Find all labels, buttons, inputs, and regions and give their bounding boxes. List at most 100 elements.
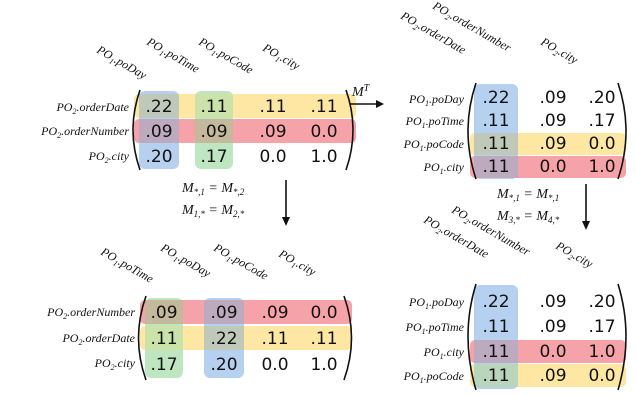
left-paren bbox=[137, 295, 147, 381]
swap-rows-label: M1,* = M2,* bbox=[181, 203, 245, 219]
matrix-cell: .09 bbox=[539, 317, 566, 337]
row-label: PO1.city bbox=[423, 345, 465, 361]
matrix-cell: 1.0 bbox=[310, 355, 337, 375]
matrix-cell: .09 bbox=[150, 303, 177, 323]
row-label: PO2.city bbox=[88, 149, 130, 165]
matrix-cell: 0.0 bbox=[259, 147, 286, 167]
highlight-col-orderdate bbox=[474, 84, 518, 179]
matrix-cell: 0.0 bbox=[588, 134, 615, 154]
overlap-tint bbox=[474, 340, 518, 363]
row-label: PO2.orderDate bbox=[55, 100, 129, 116]
matrix-cell: .17 bbox=[150, 355, 177, 375]
matrix-cell: .11 bbox=[482, 111, 509, 131]
overlap-tint bbox=[145, 300, 183, 324]
overlap-tint bbox=[195, 119, 233, 143]
left-paren bbox=[467, 82, 477, 180]
right-paren bbox=[345, 89, 354, 171]
row-label: PO1.poCode bbox=[403, 137, 465, 153]
matrix-cell: 0.0 bbox=[310, 122, 337, 142]
matrix-cell: .09 bbox=[259, 122, 286, 142]
matrix-cell: .11 bbox=[482, 157, 509, 177]
overlap-tint bbox=[139, 119, 179, 143]
matrix-cell: 0.0 bbox=[539, 157, 566, 177]
col-label: PO2.city bbox=[552, 238, 596, 273]
overlap-tint bbox=[474, 364, 518, 387]
matrix-cell: 1.0 bbox=[588, 157, 615, 177]
row-label: PO2.city bbox=[94, 356, 136, 372]
matrix-cell: 0.0 bbox=[261, 355, 288, 375]
row-label: PO2.orderNumber bbox=[40, 124, 129, 140]
swap-rows-label: M3,* = M4,* bbox=[496, 209, 560, 225]
transpose-operation: MT bbox=[350, 83, 384, 108]
matrix-cell: .11 bbox=[482, 342, 509, 362]
overlap-tint bbox=[145, 326, 183, 350]
swap-columns-label: M*,1 = M*,1 bbox=[496, 187, 559, 203]
overlap-tint bbox=[474, 133, 518, 155]
matrix-cell: .22 bbox=[482, 88, 509, 108]
matrix-bottom-left: PO1.poTime PO1.poDay PO1.poCode PO1.city… bbox=[46, 240, 353, 381]
col-label: PO1.city bbox=[259, 40, 303, 75]
col-label: PO1.poCode bbox=[195, 34, 257, 79]
swap-columns-label: M*,1 = M*,2 bbox=[181, 181, 245, 197]
matrix-cell: .17 bbox=[588, 111, 615, 131]
col-label: PO1.poTime bbox=[143, 34, 203, 78]
highlight-row-orderdate bbox=[140, 326, 352, 350]
row-label: PO1.poDay bbox=[408, 295, 465, 311]
highlight-row-ordernumber bbox=[140, 300, 352, 324]
col-label: PO1.poCode bbox=[210, 240, 272, 285]
matrix-cell: .20 bbox=[210, 355, 237, 375]
highlight-row-ordernumber bbox=[134, 119, 356, 143]
right-swap-operation: M*,1 = M*,1 M3,* = M4,* bbox=[496, 184, 590, 230]
right-paren bbox=[617, 283, 627, 391]
matrix-cell: .09 bbox=[200, 122, 227, 142]
matrix-cell: .11 bbox=[482, 366, 509, 386]
matrix-cell: 0.0 bbox=[539, 342, 566, 362]
highlight-row-orderdate bbox=[134, 94, 356, 118]
col-label: PO1.city bbox=[275, 246, 319, 281]
left-swap-operation: M*,1 = M*,2 M1,* = M2,* bbox=[181, 180, 290, 226]
left-paren bbox=[132, 89, 141, 171]
row-label: PO1.poTime bbox=[405, 320, 465, 336]
overlap-tint bbox=[139, 94, 179, 118]
col-label: PO1.poDay bbox=[157, 240, 214, 282]
matrix-cell: .11 bbox=[259, 97, 286, 117]
matrix-cell: 0.0 bbox=[588, 366, 615, 386]
row-label: PO1.poCode bbox=[403, 369, 465, 385]
matrix-cell: .09 bbox=[539, 111, 566, 131]
row-label: PO2.orderDate bbox=[61, 331, 135, 347]
col-label: PO2.city bbox=[537, 34, 581, 69]
transpose-label: MT bbox=[351, 83, 371, 101]
matrix-cell: .20 bbox=[145, 147, 172, 167]
matrix-cell: .17 bbox=[588, 317, 615, 337]
row-label: PO1.poTime bbox=[405, 114, 465, 130]
matrix-cell: .20 bbox=[588, 88, 615, 108]
matrix-bottom-right: PO2.orderDate PO2.orderNumber PO2.city P… bbox=[403, 202, 627, 391]
matrix-cell: .09 bbox=[539, 88, 566, 108]
matrix-cell: .11 bbox=[310, 329, 337, 349]
matrix-cell: .09 bbox=[539, 366, 566, 386]
matrix-cell: .11 bbox=[310, 97, 337, 117]
matrix-cell: 1.0 bbox=[310, 147, 337, 167]
matrix-cell: .11 bbox=[482, 317, 509, 337]
matrix-cell: .11 bbox=[150, 329, 177, 349]
matrix-cell: .09 bbox=[539, 134, 566, 154]
arrowhead-icon bbox=[376, 100, 384, 108]
row-label: PO1.poDay bbox=[408, 92, 465, 108]
matrix-cell: .11 bbox=[200, 97, 227, 117]
row-label: PO2.orderNumber bbox=[46, 305, 135, 321]
matrix-cell: .09 bbox=[261, 303, 288, 323]
matrix-top-right: PO2.orderDate PO2.orderNumber PO2.city P… bbox=[398, 0, 627, 180]
matrix-top-left: PO1.poDay PO1.poTime PO1.poCode PO1.city… bbox=[40, 34, 356, 171]
overlap-tint bbox=[204, 326, 244, 350]
matrix-cell: 1.0 bbox=[588, 342, 615, 362]
matrix-cell: .17 bbox=[200, 147, 227, 167]
right-paren bbox=[617, 82, 627, 180]
arrowhead-icon bbox=[582, 221, 590, 230]
row-label: PO1.city bbox=[423, 160, 465, 176]
matrix-cell: .20 bbox=[588, 292, 615, 312]
right-paren bbox=[343, 295, 353, 381]
matrix-cell: .22 bbox=[482, 292, 509, 312]
matrix-cell: .09 bbox=[539, 292, 566, 312]
